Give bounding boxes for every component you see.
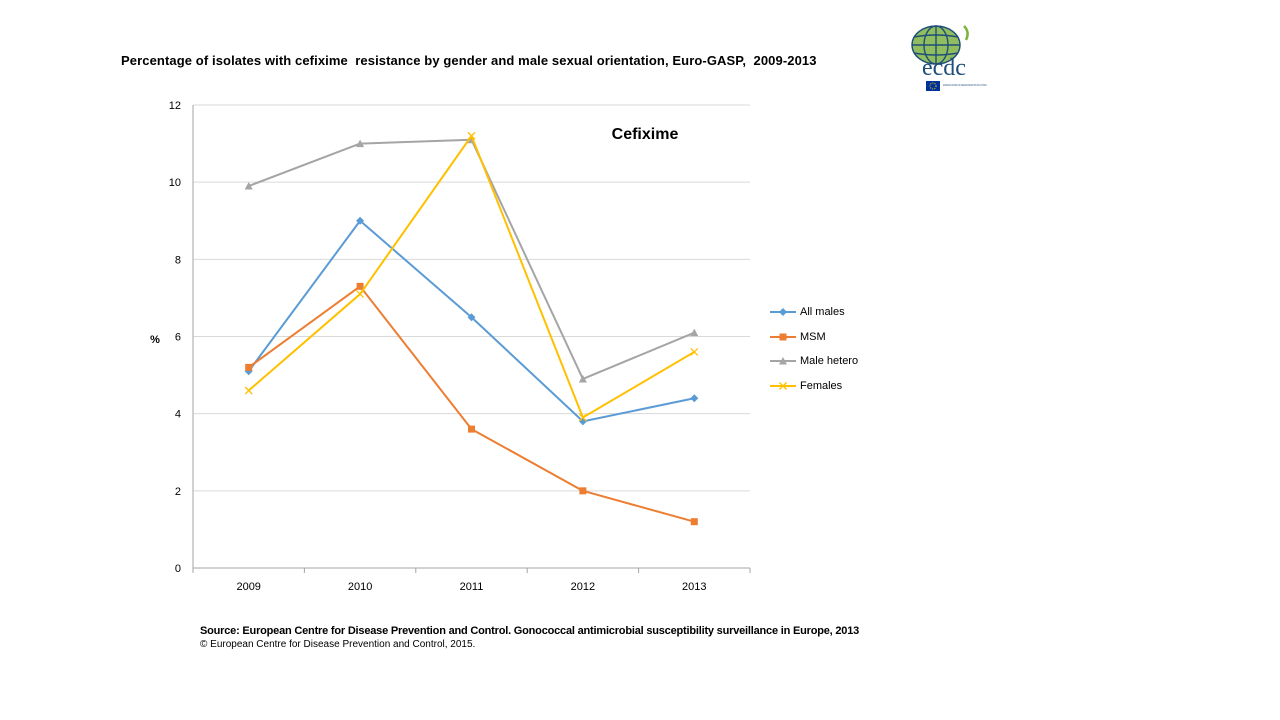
data-point-all-males bbox=[690, 394, 699, 403]
legend-label: Male hetero bbox=[800, 355, 859, 368]
legend-swatch-marker bbox=[779, 381, 787, 390]
data-point-all-males bbox=[467, 313, 476, 322]
x-tick-label: 2009 bbox=[236, 581, 260, 593]
y-tick-label: 12 bbox=[169, 100, 181, 112]
eu-flag-icon bbox=[926, 81, 940, 91]
legend-item-all-males: All males bbox=[768, 300, 858, 325]
data-point-females bbox=[578, 413, 587, 422]
source-citation: Source: European Centre for Disease Prev… bbox=[200, 625, 860, 637]
y-axis-label: % bbox=[150, 334, 160, 346]
y-tick-label: 0 bbox=[175, 563, 181, 575]
data-point-msm bbox=[468, 425, 475, 433]
y-tick-label: 2 bbox=[175, 486, 181, 498]
legend-swatch-marker bbox=[779, 357, 787, 365]
y-tick-label: 6 bbox=[175, 332, 181, 344]
legend-item-male-hetero: Male hetero bbox=[768, 349, 858, 374]
data-point-females bbox=[467, 131, 476, 140]
legend-label: MSM bbox=[800, 330, 826, 343]
ecdc-logo: ecdc EUROPEAN CENTRE FOR DISEASE PREVENT… bbox=[911, 25, 987, 91]
legend-swatch-marker bbox=[779, 308, 787, 317]
marker-stroke bbox=[578, 413, 587, 422]
legend-item-females: Females bbox=[768, 374, 858, 399]
data-point-females bbox=[244, 386, 253, 395]
data-point-male-hetero bbox=[690, 328, 699, 337]
marker-stroke bbox=[779, 381, 787, 390]
data-point-male-hetero bbox=[244, 182, 253, 190]
y-tick-label: 10 bbox=[169, 177, 181, 189]
chart-legend: All males MSM Male hetero Females bbox=[768, 300, 858, 398]
legend-label: All males bbox=[800, 306, 845, 319]
source-note: Source: European Centre for Disease Prev… bbox=[200, 625, 859, 651]
data-point-msm bbox=[245, 363, 253, 371]
data-point-male-hetero bbox=[578, 374, 587, 383]
marker-stroke bbox=[467, 131, 476, 140]
legend-swatch bbox=[770, 381, 796, 390]
marker-stroke bbox=[244, 386, 253, 395]
legend-item-msm: MSM bbox=[768, 325, 858, 350]
marker-stroke bbox=[356, 290, 365, 299]
legend-swatch bbox=[770, 308, 796, 317]
y-tick-label: 4 bbox=[175, 409, 181, 421]
legend-swatch bbox=[770, 357, 796, 365]
ecdc-wordmark: ecdc bbox=[922, 55, 966, 81]
series-line-females bbox=[248, 134, 695, 419]
data-point-females bbox=[356, 290, 365, 299]
chart-title: Percentage of isolates with cefixime res… bbox=[121, 53, 817, 68]
legend-swatch-marker bbox=[779, 333, 787, 341]
data-point-male-hetero bbox=[356, 139, 365, 148]
x-tick-label: 2013 bbox=[682, 581, 706, 593]
chart-annotation: Cefixime bbox=[612, 126, 679, 143]
x-tick-label: 2011 bbox=[460, 581, 484, 593]
legend-label: Females bbox=[800, 379, 843, 392]
series-line-msm bbox=[248, 285, 695, 523]
data-point-msm bbox=[356, 282, 364, 290]
ecdc-subtext: EUROPEAN CENTRE FOR DISEASE PREVENTION A… bbox=[943, 83, 987, 87]
marker-stroke bbox=[690, 347, 699, 356]
x-tick-label: 2010 bbox=[348, 581, 372, 593]
globe-icon bbox=[911, 25, 961, 65]
x-tick-label: 2012 bbox=[571, 581, 595, 593]
y-tick-label: 8 bbox=[175, 254, 181, 266]
data-point-females bbox=[690, 347, 699, 356]
data-point-all-males bbox=[356, 216, 365, 225]
legend-swatch bbox=[770, 333, 796, 341]
data-point-msm bbox=[690, 518, 698, 526]
copyright-notice: © European Centre for Disease Prevention… bbox=[200, 639, 476, 650]
data-point-msm bbox=[579, 487, 587, 495]
